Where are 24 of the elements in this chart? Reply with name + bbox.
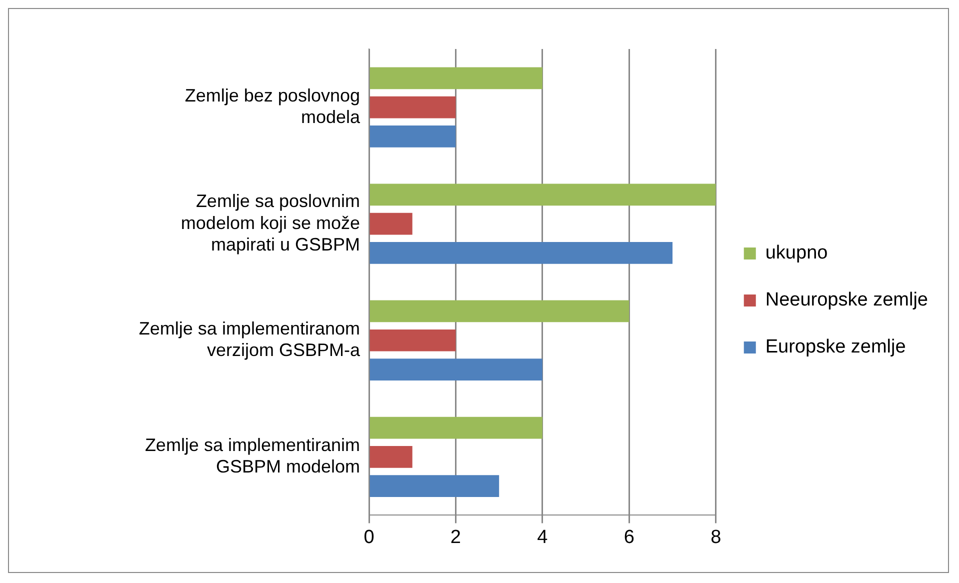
bar xyxy=(370,212,412,235)
x-tick-label: 4 xyxy=(537,526,548,548)
x-tick-label: 6 xyxy=(624,526,634,548)
bar xyxy=(370,300,630,322)
bar xyxy=(370,358,542,380)
x-tick-label: 0 xyxy=(364,526,374,548)
x-tick-label: 8 xyxy=(710,526,722,548)
y-tick-label: Zemlje sa poslovnim modelom koji se može mapirati u GSBPM xyxy=(180,191,360,254)
legend-label: Neeuropske zemlje xyxy=(765,290,928,311)
y-tick-label: Zemlje sa implementiranim GSBPM modelom xyxy=(144,435,360,477)
y-tick-label: Zemlje sa implementiranom verzijom GSBPM-a xyxy=(138,318,361,360)
legend-label: Europske zemlje xyxy=(765,336,906,358)
bar xyxy=(370,67,542,90)
bar xyxy=(370,416,542,439)
bar xyxy=(370,96,456,118)
bar xyxy=(370,329,456,352)
legend-label: ukupno xyxy=(765,242,828,264)
bar xyxy=(370,475,500,497)
y-tick-label: Zemlje bez poslovnog modela xyxy=(184,85,361,128)
x-tick-label: 2 xyxy=(450,526,462,548)
bar xyxy=(370,184,716,206)
bar xyxy=(370,125,456,148)
bar xyxy=(370,446,412,468)
bar xyxy=(370,242,673,264)
